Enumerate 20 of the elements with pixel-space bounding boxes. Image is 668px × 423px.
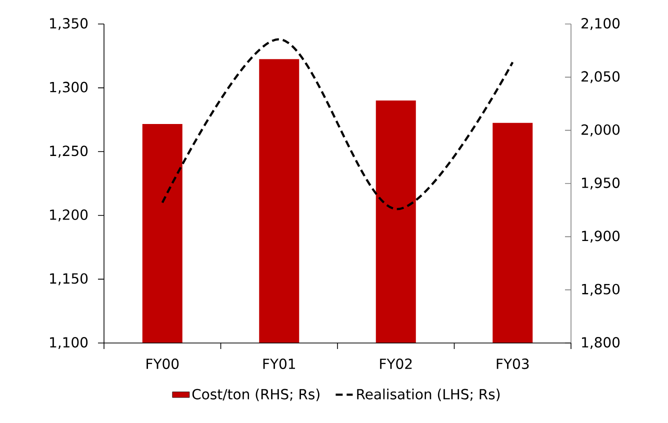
y-tick-label: 1,350 <box>50 18 88 30</box>
y-tick-label: 1,250 <box>50 146 88 158</box>
y-tick-label: 1,100 <box>50 337 88 349</box>
y2-tick-label: 1,850 <box>582 284 620 296</box>
y2-tick-label: 1,950 <box>582 178 620 190</box>
y2-tick-label: 2,050 <box>582 71 620 84</box>
x-tick-label: FY03 <box>496 358 529 370</box>
x-tick-label: FY01 <box>263 358 295 370</box>
y-tick-label: 1,200 <box>50 209 88 222</box>
y2-tick-label: 2,000 <box>582 124 620 136</box>
y2-tick-label: 1,800 <box>582 337 620 349</box>
legend-label: Realisation (LHS; Rs) <box>357 388 500 402</box>
y-tick-label: 1,150 <box>50 273 88 286</box>
y-tick-label: 1,300 <box>50 82 88 94</box>
y2-tick-label: 1,900 <box>582 230 620 243</box>
y2-tick-label: 2,100 <box>582 18 620 30</box>
x-tick-label: FY02 <box>380 358 412 370</box>
x-tick-label: FY00 <box>146 358 179 370</box>
legend-label: Cost/ton (RHS; Rs) <box>192 388 320 402</box>
line-series <box>161 38 514 210</box>
